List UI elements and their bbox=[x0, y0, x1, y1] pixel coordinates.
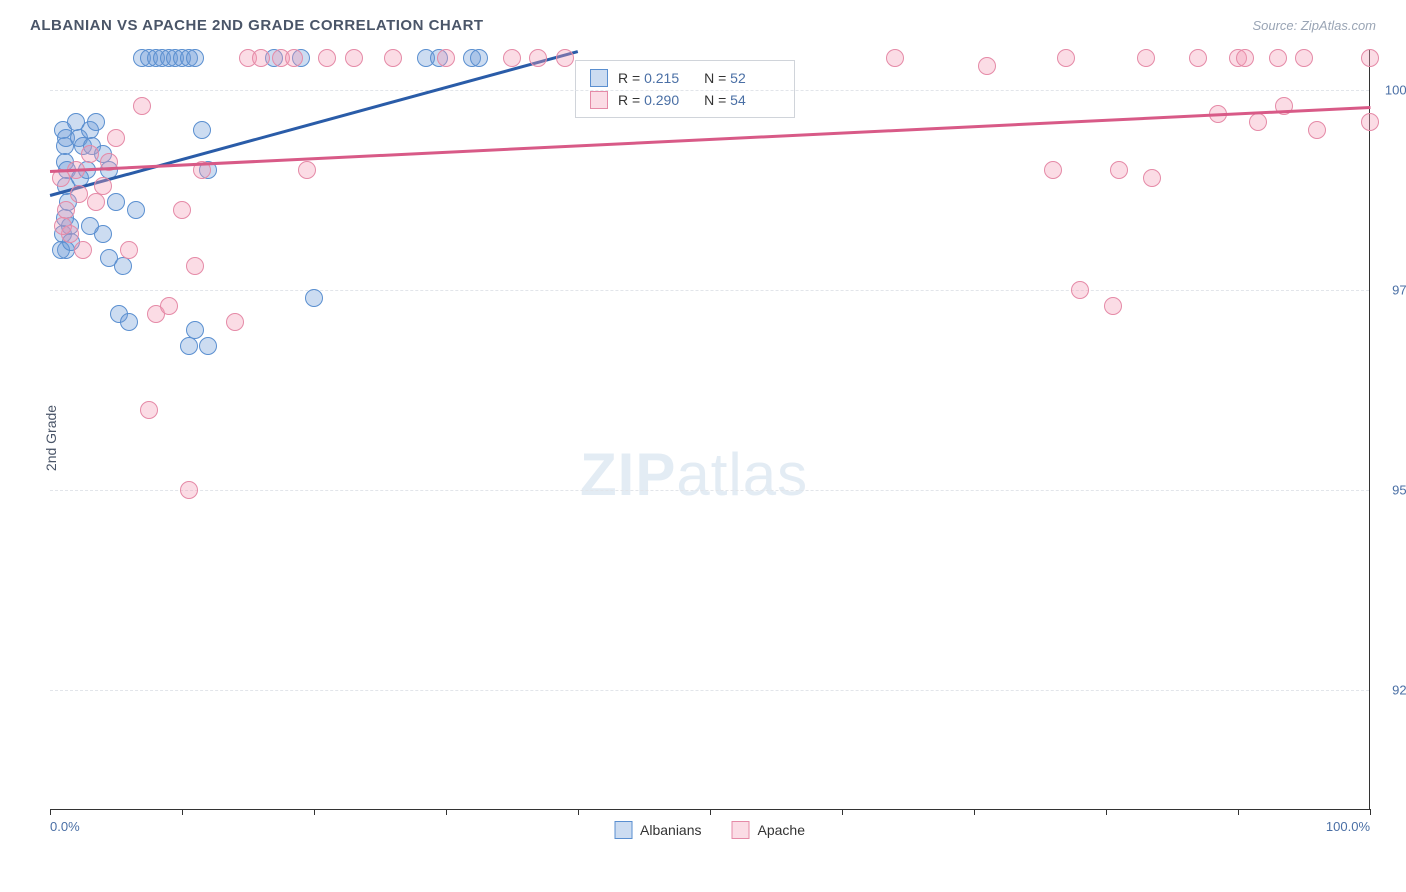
legend-item-albanians: Albanians bbox=[614, 821, 702, 839]
scatter-point bbox=[1071, 281, 1089, 299]
legend-swatch bbox=[590, 91, 608, 109]
chart-title: ALBANIAN VS APACHE 2ND GRADE CORRELATION… bbox=[30, 17, 484, 34]
scatter-point bbox=[1308, 121, 1326, 139]
x-tick bbox=[578, 809, 579, 815]
scatter-point bbox=[298, 161, 316, 179]
scatter-point bbox=[1143, 169, 1161, 187]
scatter-point bbox=[87, 113, 105, 131]
scatter-point bbox=[1110, 161, 1128, 179]
scatter-point bbox=[1057, 49, 1075, 67]
scatter-point bbox=[1361, 113, 1379, 131]
scatter-point bbox=[470, 49, 488, 67]
y-tick-label: 100.0% bbox=[1385, 83, 1406, 98]
scatter-point bbox=[305, 289, 323, 307]
scatter-point bbox=[54, 217, 72, 235]
scatter-point bbox=[120, 313, 138, 331]
correlation-legend-box: R = 0.215N = 52R = 0.290N = 54 bbox=[575, 60, 795, 118]
scatter-point bbox=[1269, 49, 1287, 67]
legend-stat-row: R = 0.290N = 54 bbox=[590, 89, 780, 111]
scatter-point bbox=[1236, 49, 1254, 67]
y-tick-label: 92.5% bbox=[1392, 683, 1406, 698]
scatter-point bbox=[94, 177, 112, 195]
x-tick bbox=[314, 809, 315, 815]
scatter-point bbox=[556, 49, 574, 67]
scatter-point bbox=[1295, 49, 1313, 67]
chart-plot-area: ZIPatlas R = 0.215N = 52R = 0.290N = 54 … bbox=[50, 50, 1370, 810]
scatter-point bbox=[81, 145, 99, 163]
series-legend: Albanians Apache bbox=[614, 821, 805, 839]
scatter-point bbox=[437, 49, 455, 67]
scatter-point bbox=[57, 201, 75, 219]
scatter-point bbox=[70, 185, 88, 203]
scatter-point bbox=[1044, 161, 1062, 179]
scatter-point bbox=[180, 481, 198, 499]
scatter-point bbox=[186, 321, 204, 339]
scatter-point bbox=[87, 193, 105, 211]
scatter-point bbox=[193, 121, 211, 139]
scatter-point bbox=[529, 49, 547, 67]
legend-swatch bbox=[590, 69, 608, 87]
y-tick-label: 95.0% bbox=[1392, 483, 1406, 498]
chart-header: ALBANIAN VS APACHE 2ND GRADE CORRELATION… bbox=[0, 0, 1406, 40]
scatter-point bbox=[100, 249, 118, 267]
scatter-point bbox=[978, 57, 996, 75]
x-tick bbox=[842, 809, 843, 815]
y-tick-label: 97.5% bbox=[1392, 283, 1406, 298]
scatter-point bbox=[107, 193, 125, 211]
x-tick-label: 0.0% bbox=[50, 819, 80, 834]
x-tick bbox=[974, 809, 975, 815]
scatter-point bbox=[252, 49, 270, 67]
x-tick bbox=[182, 809, 183, 815]
legend-swatch-albanians bbox=[614, 821, 632, 839]
scatter-point bbox=[140, 401, 158, 419]
scatter-point bbox=[384, 49, 402, 67]
scatter-point bbox=[886, 49, 904, 67]
scatter-point bbox=[74, 241, 92, 259]
scatter-point bbox=[186, 49, 204, 67]
scatter-point bbox=[107, 129, 125, 147]
scatter-point bbox=[1361, 49, 1379, 67]
gridline bbox=[50, 90, 1369, 91]
scatter-point bbox=[1249, 113, 1267, 131]
scatter-point bbox=[199, 337, 217, 355]
legend-item-apache: Apache bbox=[732, 821, 805, 839]
scatter-point bbox=[1104, 297, 1122, 315]
legend-stat-row: R = 0.215N = 52 bbox=[590, 67, 780, 89]
scatter-point bbox=[345, 49, 363, 67]
source-label: Source: ZipAtlas.com bbox=[1252, 18, 1376, 33]
scatter-point bbox=[318, 49, 336, 67]
x-tick-label: 100.0% bbox=[1326, 819, 1370, 834]
scatter-point bbox=[1189, 49, 1207, 67]
scatter-point bbox=[285, 49, 303, 67]
scatter-point bbox=[120, 241, 138, 259]
scatter-point bbox=[503, 49, 521, 67]
gridline bbox=[50, 490, 1369, 491]
x-tick bbox=[710, 809, 711, 815]
x-tick bbox=[446, 809, 447, 815]
scatter-point bbox=[226, 313, 244, 331]
x-tick bbox=[50, 809, 51, 815]
x-tick bbox=[1370, 809, 1371, 815]
scatter-point bbox=[173, 201, 191, 219]
gridline bbox=[50, 690, 1369, 691]
gridline bbox=[50, 290, 1369, 291]
scatter-point bbox=[186, 257, 204, 275]
watermark: ZIPatlas bbox=[580, 440, 808, 509]
scatter-point bbox=[1137, 49, 1155, 67]
scatter-point bbox=[180, 337, 198, 355]
x-tick bbox=[1106, 809, 1107, 815]
scatter-point bbox=[81, 217, 99, 235]
x-tick bbox=[1238, 809, 1239, 815]
scatter-point bbox=[127, 201, 145, 219]
scatter-point bbox=[160, 297, 178, 315]
scatter-point bbox=[133, 97, 151, 115]
legend-swatch-apache bbox=[732, 821, 750, 839]
